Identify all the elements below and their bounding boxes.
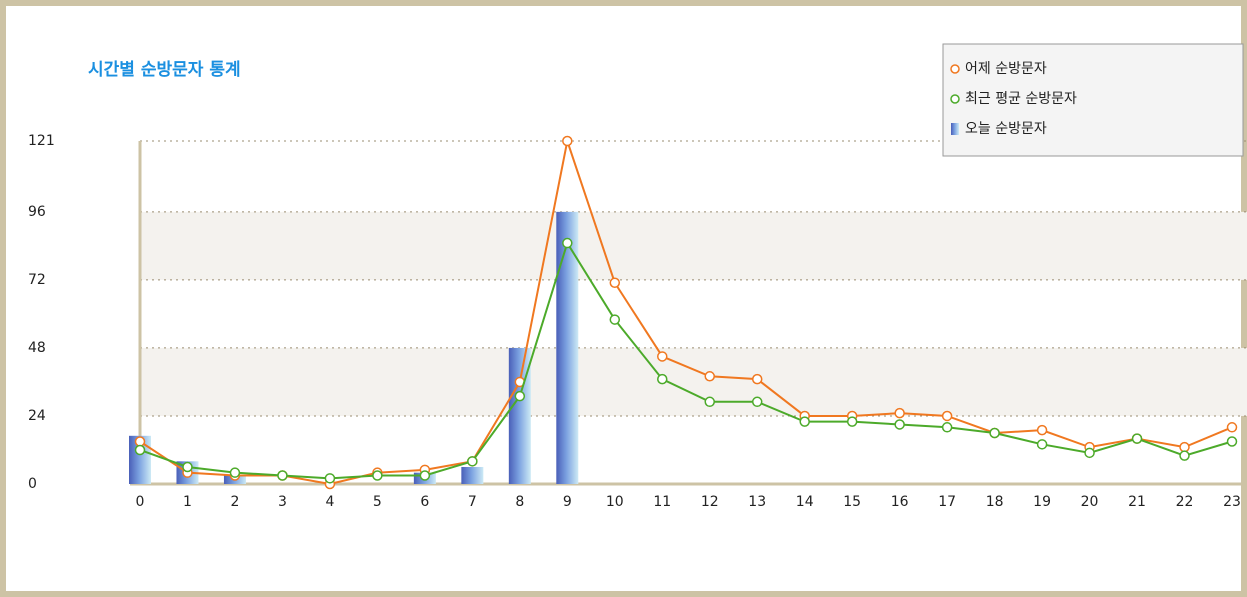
point xyxy=(562,135,573,147)
x-tick-label: 19 xyxy=(1033,494,1051,510)
legend-marker xyxy=(950,94,960,104)
x-tick-label: 3 xyxy=(278,494,287,510)
y-tick-label: 72 xyxy=(28,272,46,288)
legend-label: 오늘 순방문자 xyxy=(965,121,1047,137)
x-tick-label: 11 xyxy=(653,494,671,510)
point xyxy=(941,410,953,422)
bar xyxy=(508,347,531,484)
x-tick-label: 17 xyxy=(938,494,956,510)
point xyxy=(1179,441,1190,453)
point xyxy=(1226,422,1238,433)
x-tick-label: 6 xyxy=(420,494,429,510)
y-tick-label: 48 xyxy=(28,340,46,356)
x-tick-label: 1 xyxy=(183,494,192,510)
point xyxy=(134,444,146,456)
point xyxy=(989,427,1000,439)
x-tick-label: 14 xyxy=(796,494,814,510)
grid-band xyxy=(140,211,1247,280)
x-tick-label: 15 xyxy=(843,494,861,510)
point xyxy=(751,396,763,408)
x-tick-label: 0 xyxy=(136,494,145,510)
point xyxy=(894,419,905,430)
bar xyxy=(461,466,484,484)
point xyxy=(846,416,858,427)
y-tick-label: 121 xyxy=(28,133,55,149)
legend-marker xyxy=(950,64,960,74)
legend-label: 어제 순방문자 xyxy=(965,61,1047,77)
x-tick-label: 10 xyxy=(606,494,624,510)
point xyxy=(134,436,146,447)
legend-label: 최근 평균 순방문자 xyxy=(965,91,1077,107)
grid-band xyxy=(140,347,1247,416)
point xyxy=(372,470,383,481)
point xyxy=(1084,447,1095,459)
point xyxy=(467,456,478,467)
x-tick-label: 4 xyxy=(325,494,334,510)
point xyxy=(419,470,431,481)
x-tick-label: 18 xyxy=(986,494,1004,510)
point xyxy=(1036,439,1048,450)
point xyxy=(704,371,715,382)
chart-title: 시간별 순방문자 통계 xyxy=(88,60,241,80)
y-tick-label: 0 xyxy=(28,476,37,492)
y-tick-label: 24 xyxy=(28,408,46,424)
x-tick-label: 16 xyxy=(891,494,909,510)
x-tick-label: 22 xyxy=(1176,494,1194,510)
point xyxy=(229,467,241,478)
line xyxy=(139,137,1233,486)
x-tick-label: 20 xyxy=(1081,494,1099,510)
point xyxy=(1131,433,1143,444)
x-tick-label: 7 xyxy=(468,494,477,510)
point xyxy=(277,470,288,481)
x-tick-label: 13 xyxy=(748,494,766,510)
point xyxy=(1179,450,1190,461)
point xyxy=(609,277,621,288)
point xyxy=(941,422,953,433)
point xyxy=(562,237,573,249)
x-tick-label: 12 xyxy=(701,494,719,510)
legend-marker xyxy=(951,123,959,135)
point xyxy=(894,407,905,419)
x-tick-label: 9 xyxy=(563,494,572,510)
point xyxy=(799,416,810,427)
legend-box xyxy=(942,43,1244,157)
bar xyxy=(129,435,151,484)
x-tick-label: 5 xyxy=(373,494,382,510)
x-tick-label: 8 xyxy=(515,494,524,510)
point xyxy=(324,473,336,484)
point xyxy=(514,390,526,402)
point xyxy=(609,314,621,325)
x-tick-label: 23 xyxy=(1223,494,1241,510)
x-tick-label: 2 xyxy=(230,494,239,510)
point xyxy=(1036,424,1048,436)
point xyxy=(657,351,668,362)
bar xyxy=(556,211,579,484)
point xyxy=(182,461,193,473)
y-tick-label: 96 xyxy=(28,204,46,220)
x-tick-label: 21 xyxy=(1128,494,1146,510)
point xyxy=(704,396,715,408)
point xyxy=(751,373,763,385)
point xyxy=(1226,436,1238,447)
line xyxy=(139,240,1233,480)
point xyxy=(657,373,668,385)
